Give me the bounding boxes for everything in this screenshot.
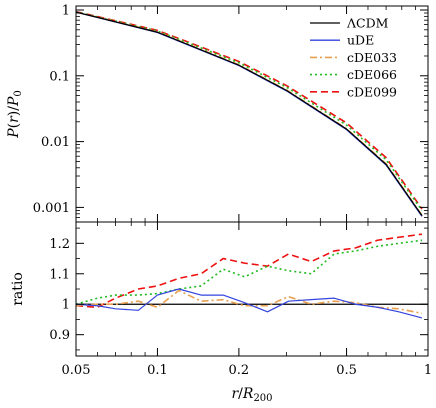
bottom-ytick-label: 1 — [62, 298, 70, 313]
bottom-xlabel: r/R200 — [231, 386, 272, 404]
bottom-series-group — [76, 233, 428, 319]
bottom-xtick-label: 0.5 — [336, 363, 357, 378]
bottom-xtick-label: 0.2 — [229, 363, 250, 378]
top-series-group — [76, 10, 423, 217]
bottom-series-line-cde099 — [76, 233, 423, 309]
top-panel: 1 0.1 0.01 0.001 P(r)/P0 ΛCDM uDE cDE033 cDE06… — [6, 3, 429, 223]
top-ylabel: P(r)/P0 — [6, 90, 24, 139]
bottom-panel: 0.9 1 1.1 1.2 0.05 0.1 0.2 0.5 1 ratio r/R200 — [10, 221, 432, 404]
bottom-xtick-label: 0.05 — [62, 363, 91, 378]
bottom-ytick-label: 1.2 — [49, 237, 70, 252]
bottom-series-line-cde066 — [76, 239, 423, 305]
bottom-ticks: 0.9 1 1.1 1.2 0.05 0.1 0.2 0.5 1 — [49, 222, 432, 378]
legend-label-lambdacdm: ΛCDM — [346, 16, 389, 31]
bottom-series-line-ude — [76, 288, 423, 319]
bottom-xtick-label: 1 — [424, 363, 432, 378]
top-series-line-cde099 — [76, 10, 423, 210]
top-ytick-label: 0.001 — [33, 201, 70, 216]
legend-label-ude: uDE — [347, 33, 374, 48]
legend-label-cde033: cDE033 — [347, 50, 397, 65]
bottom-ytick-label: 1.1 — [49, 267, 70, 282]
top-series-line-lambdacdm — [76, 11, 423, 216]
bottom-ylabel: ratio — [10, 272, 26, 306]
top-ytick-label: 0.01 — [41, 135, 70, 150]
bottom-series-line-cde033 — [76, 289, 423, 315]
legend: ΛCDM uDE cDE033 cDE066 cDE099 — [310, 16, 397, 99]
bottom-xtick-label: 0.1 — [147, 363, 168, 378]
legend-label-cde099: cDE099 — [347, 84, 397, 99]
top-plot-frame — [75, 5, 429, 223]
legend-label-cde066: cDE066 — [347, 67, 397, 82]
top-ytick-label: 1 — [62, 3, 70, 18]
bottom-ytick-label: 0.9 — [49, 328, 70, 343]
bottom-plot-frame — [75, 221, 429, 357]
top-ytick-label: 0.1 — [49, 69, 70, 84]
